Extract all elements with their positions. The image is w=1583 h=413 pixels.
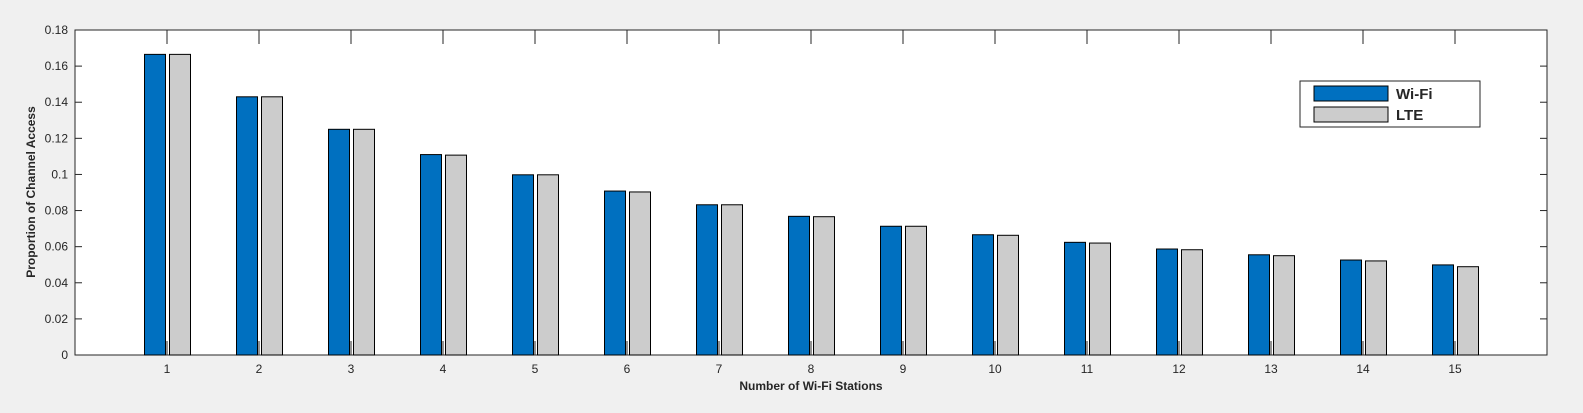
legend-swatch-wifi bbox=[1313, 85, 1389, 102]
y-tick-label: 0.04 bbox=[45, 276, 69, 290]
bar-wi-fi-2 bbox=[236, 96, 258, 356]
x-tick-label: 11 bbox=[1081, 362, 1094, 376]
bar-lte-3 bbox=[353, 128, 375, 356]
legend-swatch-lte bbox=[1313, 106, 1389, 123]
bar-lte-12 bbox=[1181, 249, 1203, 356]
x-tick-label: 4 bbox=[440, 362, 447, 376]
bar-lte-5 bbox=[537, 174, 559, 356]
y-tick-label: 0.14 bbox=[45, 95, 69, 109]
y-axis-label: Proportion of Channel Access bbox=[24, 106, 38, 278]
bar-wi-fi-10 bbox=[972, 234, 994, 356]
x-tick-label: 10 bbox=[988, 362, 1002, 376]
x-tick-label: 15 bbox=[1448, 362, 1462, 376]
bars bbox=[144, 53, 1479, 356]
x-tick-label: 3 bbox=[348, 362, 355, 376]
bar-lte-10 bbox=[997, 234, 1019, 356]
axis-ticks bbox=[75, 29, 1547, 356]
bar-wi-fi-5 bbox=[512, 174, 534, 356]
x-tick-label: 2 bbox=[256, 362, 263, 376]
bar-wi-fi-3 bbox=[328, 128, 350, 356]
legend-label-wifi: Wi-Fi bbox=[1396, 86, 1433, 103]
x-tick-label: 12 bbox=[1172, 362, 1186, 376]
x-axis-label: Number of Wi-Fi Stations bbox=[739, 379, 883, 393]
x-tick-label: 6 bbox=[624, 362, 631, 376]
bar-lte-13 bbox=[1273, 255, 1295, 356]
bar-wi-fi-6 bbox=[604, 190, 626, 356]
bar-wi-fi-15 bbox=[1432, 264, 1454, 356]
bar-wi-fi-13 bbox=[1248, 254, 1270, 356]
bar-lte-14 bbox=[1365, 260, 1387, 356]
bar-lte-6 bbox=[629, 191, 651, 356]
y-tick-label: 0.08 bbox=[45, 204, 69, 218]
bar-lte-11 bbox=[1089, 242, 1111, 356]
bar-lte-15 bbox=[1457, 266, 1479, 356]
y-tick-label: 0.16 bbox=[45, 59, 69, 73]
bar-wi-fi-12 bbox=[1156, 248, 1178, 356]
bar-wi-fi-9 bbox=[880, 225, 902, 356]
y-tick-label: 0.06 bbox=[45, 240, 69, 254]
x-tick-labels: 1 2 3 4 5 6 7 8 9 10 11 12 13 14 15 bbox=[164, 362, 1462, 376]
y-tick-label: 0.02 bbox=[45, 312, 69, 326]
x-tick-label: 5 bbox=[532, 362, 539, 376]
x-tick-label: 1 bbox=[164, 362, 171, 376]
x-tick-label: 14 bbox=[1356, 362, 1370, 376]
y-tick-label: 0 bbox=[61, 348, 68, 362]
bar-lte-7 bbox=[721, 204, 743, 356]
x-tick-label: 13 bbox=[1264, 362, 1278, 376]
bar-lte-2 bbox=[261, 96, 283, 356]
bar-lte-9 bbox=[905, 225, 927, 356]
y-tick-label: 0.12 bbox=[45, 131, 69, 145]
bar-wi-fi-7 bbox=[696, 204, 718, 356]
y-tick-labels: 0 0.02 0.04 0.06 0.08 0.1 0.12 0.14 0.16 0.18 bbox=[45, 23, 69, 362]
legend: Wi-Fi LTE bbox=[1299, 80, 1481, 128]
x-tick-label: 8 bbox=[808, 362, 815, 376]
x-tick-label: 7 bbox=[716, 362, 723, 376]
bar-lte-8 bbox=[813, 216, 835, 356]
y-tick-label: 0.18 bbox=[45, 23, 69, 37]
y-tick-label: 0.1 bbox=[51, 167, 68, 181]
legend-label-lte: LTE bbox=[1396, 107, 1423, 124]
bar-wi-fi-14 bbox=[1340, 259, 1362, 356]
bar-lte-4 bbox=[445, 154, 467, 356]
bar-wi-fi-4 bbox=[420, 154, 442, 356]
plot-area bbox=[74, 29, 1548, 356]
bar-lte-1 bbox=[169, 53, 191, 356]
bar-wi-fi-8 bbox=[788, 215, 810, 356]
bar-wi-fi-11 bbox=[1064, 241, 1086, 356]
x-tick-label: 9 bbox=[900, 362, 907, 376]
bar-wi-fi-1 bbox=[144, 53, 166, 356]
